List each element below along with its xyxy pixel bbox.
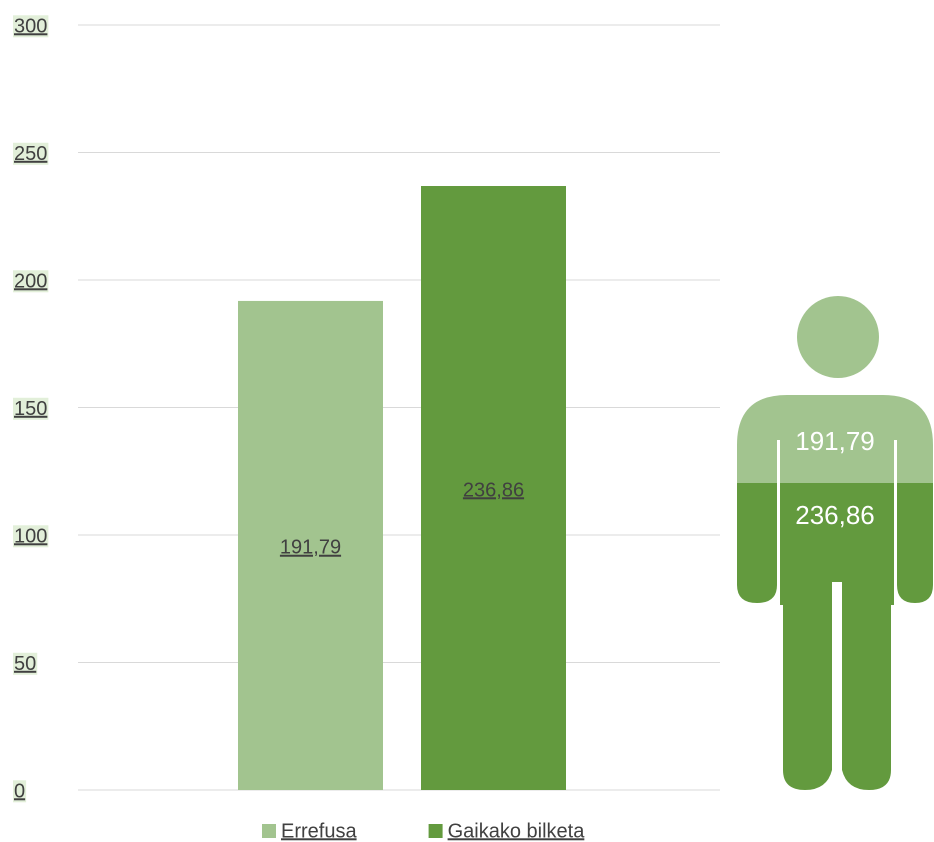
tick-highlight: [13, 780, 27, 803]
tick-highlight: [13, 525, 49, 548]
y-tick-label: 0: [14, 780, 25, 802]
legend-label: Errefusa: [281, 820, 357, 842]
tick-highlight: [13, 142, 49, 165]
legend-label: Gaikako bilketa: [448, 820, 586, 842]
y-tick-label: 50: [14, 653, 36, 675]
y-tick-label: 250: [14, 143, 47, 165]
tick-highlight: [13, 15, 49, 38]
tick-highlight: [13, 397, 49, 420]
y-tick-label: 150: [14, 398, 47, 420]
value-label: 236,86: [463, 479, 524, 501]
tick-highlight: [13, 270, 49, 293]
tick-highlight: [13, 652, 38, 675]
y-tick-label: 200: [14, 270, 47, 292]
y-tick-label: 100: [14, 525, 47, 547]
person-icon: 191,79 236,86: [737, 296, 933, 790]
icon-label: 191,79: [795, 426, 875, 456]
legend-swatch: [428, 824, 443, 838]
legend-swatch: [262, 824, 276, 838]
bar: [238, 300, 383, 790]
y-tick-label: 300: [14, 15, 47, 37]
value-label: 191,79: [280, 537, 341, 559]
bar: [421, 186, 566, 790]
icon-label: 236,86: [795, 500, 875, 530]
